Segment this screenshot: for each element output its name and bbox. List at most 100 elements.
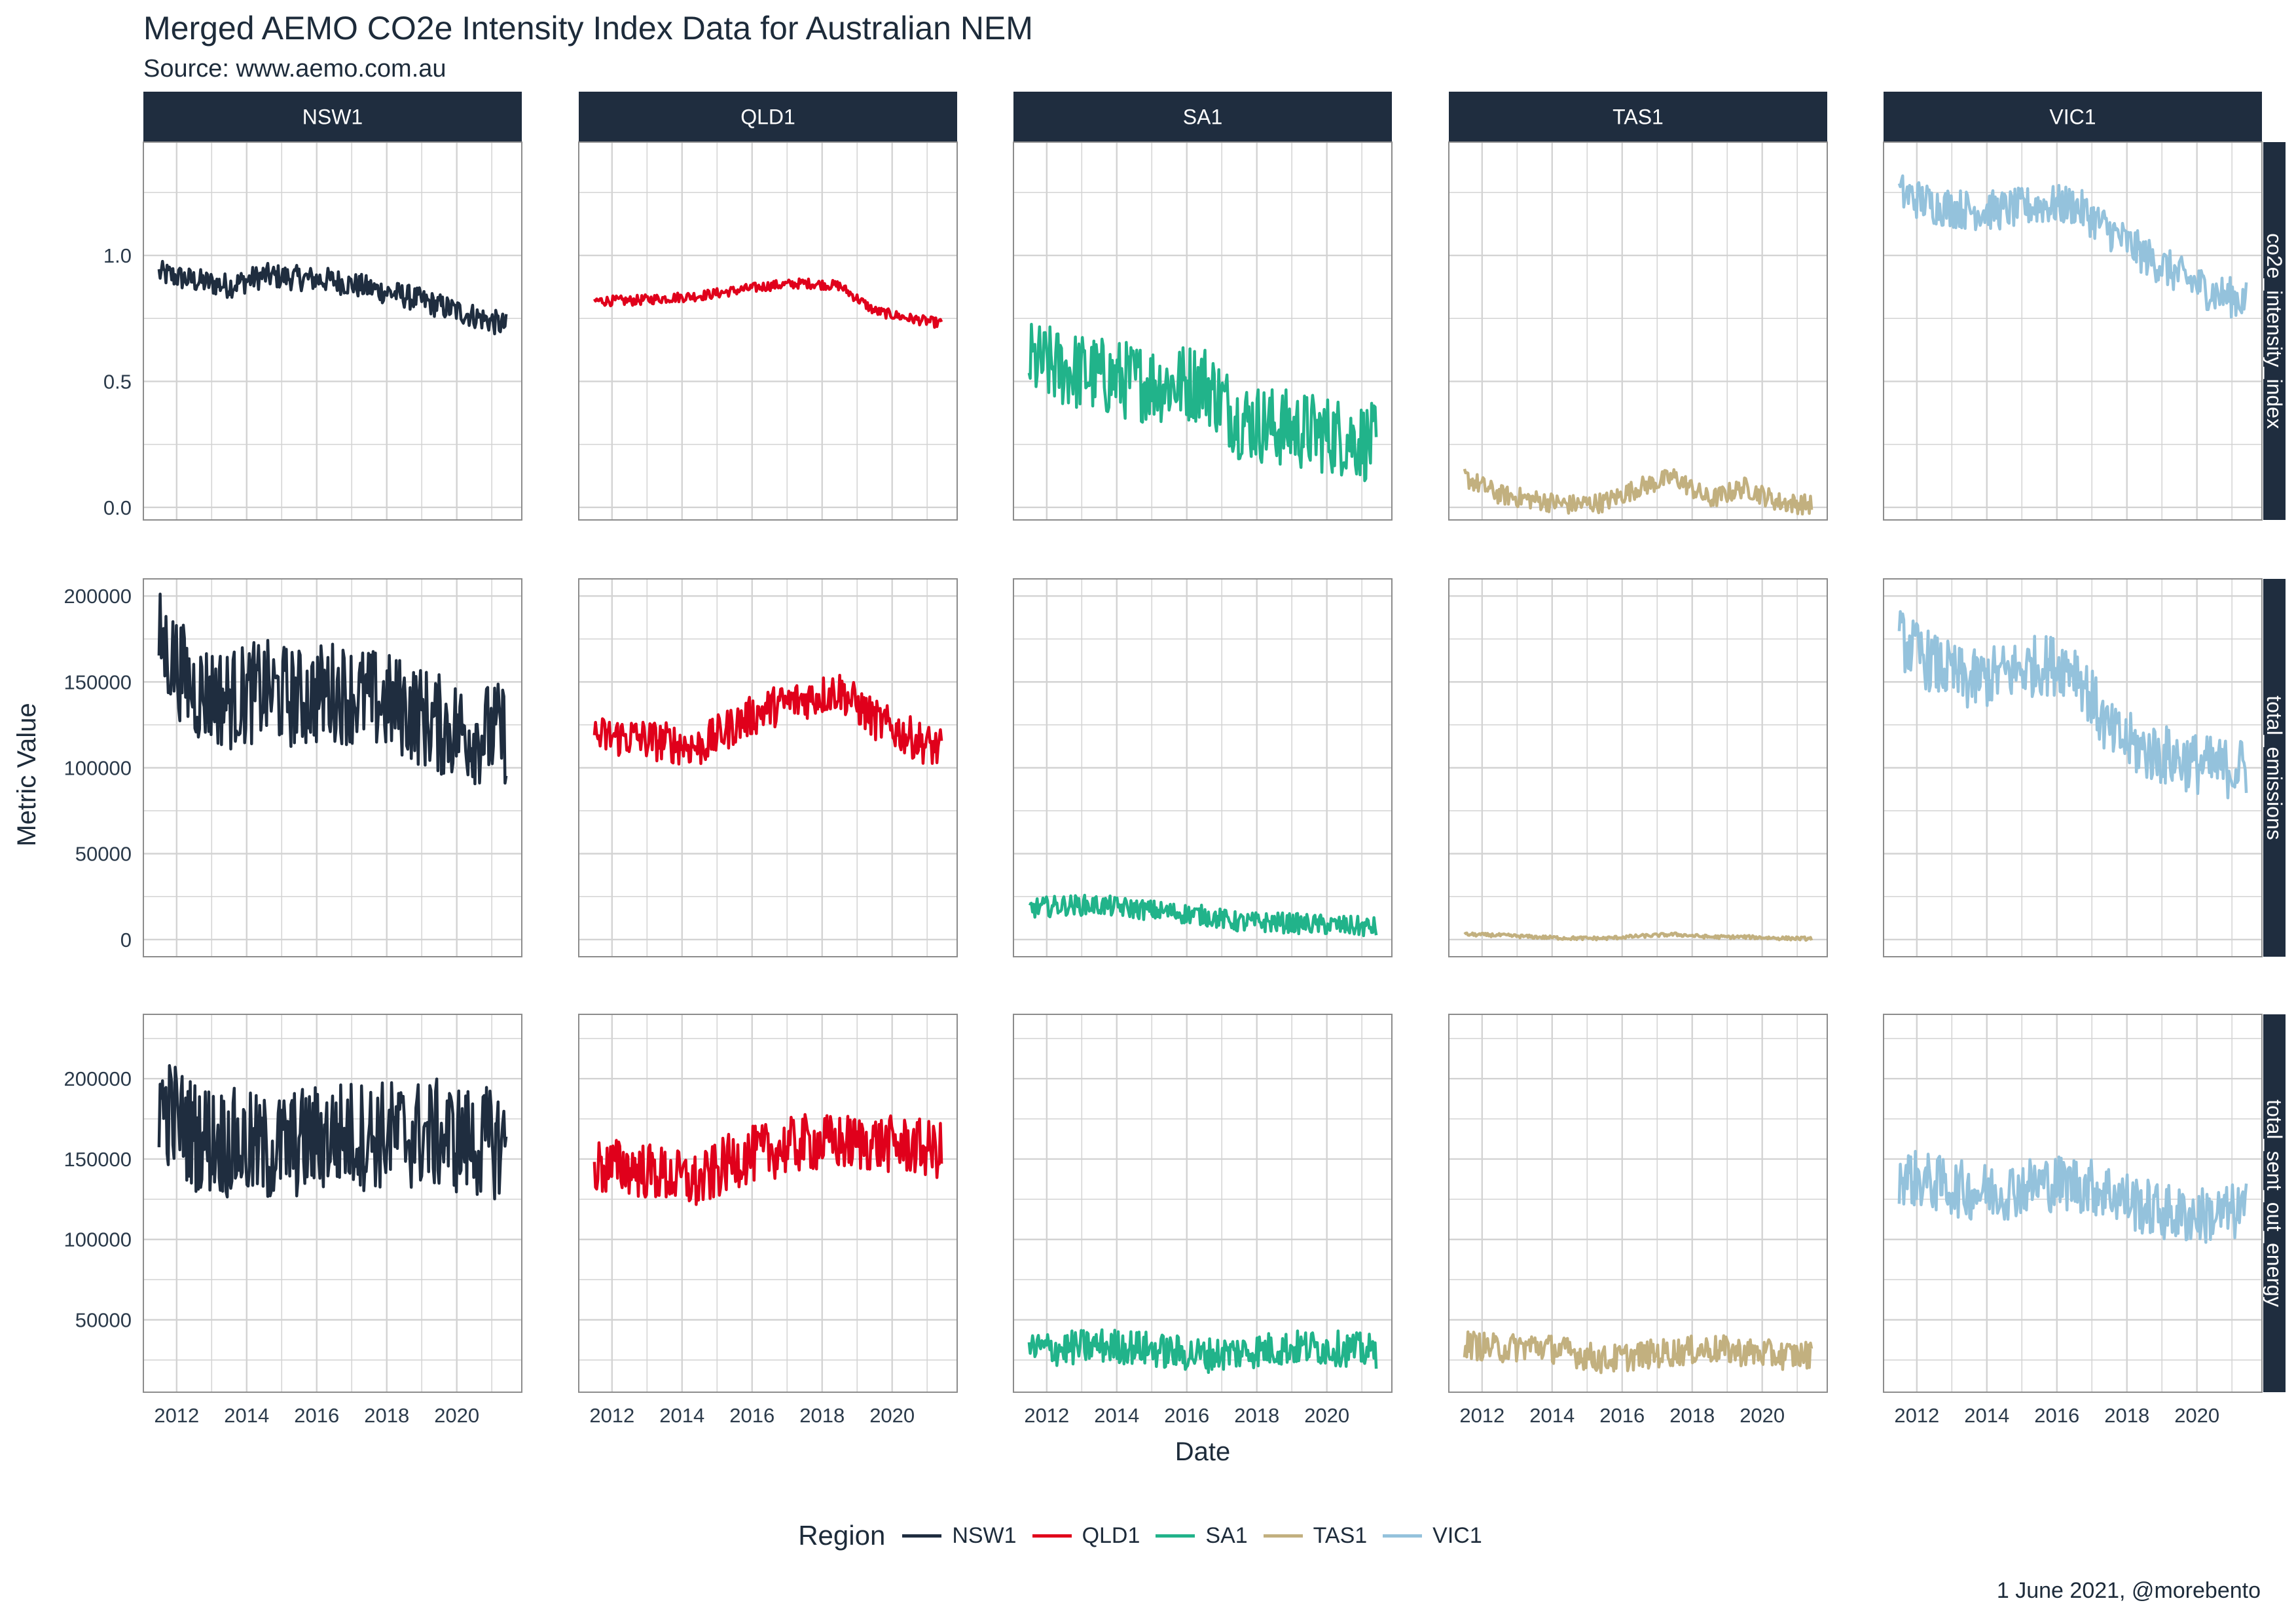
panel-border: [578, 1014, 958, 1393]
x-tick-label: 2020: [869, 1404, 915, 1427]
legend-label-sa1: SA1: [1205, 1522, 1248, 1548]
x-tick-label: 2018: [1669, 1404, 1715, 1427]
panel-border: [1883, 1014, 2263, 1393]
panel-border: [1013, 578, 1393, 957]
x-tick-label: 2018: [799, 1404, 845, 1427]
y-tick-label: 200000: [64, 1067, 132, 1090]
y-tick-label: 150000: [64, 1148, 132, 1171]
y-tick-label: 0.5: [103, 370, 132, 393]
y-tick-label: 0: [120, 929, 132, 951]
x-tick-label: 2016: [294, 1404, 339, 1427]
legend-key-nsw1: [902, 1534, 942, 1538]
legend-key-vic1: [1383, 1534, 1423, 1538]
column-strip-sa1: [1013, 92, 1392, 142]
row-strip-label-2: total_sent_out_energy: [2263, 1099, 2286, 1307]
x-tick-label: 2014: [1094, 1404, 1139, 1427]
x-tick-label: 2016: [729, 1404, 774, 1427]
series-line-qld1-total_sent_out_energy: [592, 1113, 943, 1206]
column-strip-label-qld1: QLD1: [740, 105, 795, 129]
panel-border: [1883, 578, 2263, 957]
series-line-nsw1-total_emissions: [157, 593, 508, 786]
legend-item-sa1: SA1: [1156, 1522, 1248, 1549]
chart-title: Merged AEMO CO2e Intensity Index Data fo…: [143, 10, 1033, 46]
legend-label-qld1: QLD1: [1082, 1522, 1140, 1548]
x-tick-label: 2020: [434, 1404, 479, 1427]
column-strip-label-sa1: SA1: [1183, 105, 1222, 129]
series-line-vic1-total_emissions: [1897, 610, 2248, 800]
y-tick-label: 50000: [75, 843, 132, 866]
panel-border: [143, 1014, 522, 1393]
legend-label-tas1: TAS1: [1313, 1522, 1368, 1548]
legend-title: Region: [798, 1520, 886, 1551]
panel-border: [1448, 1014, 1828, 1393]
panel-border: [143, 141, 522, 521]
x-tick-label: 2018: [2104, 1404, 2149, 1427]
panel-border: [1013, 1014, 1393, 1393]
x-tick-label: 2012: [154, 1404, 199, 1427]
series-line-sa1-total_emissions: [1028, 893, 1378, 938]
series-line-nsw1-total_sent_out_energy: [157, 1064, 508, 1201]
series-line-nsw1-co2e_intensity_index: [157, 259, 508, 336]
x-tick-label: 2018: [364, 1404, 409, 1427]
y-tick-label: 1.0: [103, 244, 132, 267]
row-strip-2: [2263, 1014, 2286, 1392]
legend-item-vic1: VIC1: [1383, 1523, 1482, 1549]
column-strip-tas1: [1449, 92, 1827, 142]
legend-label-nsw1: NSW1: [952, 1522, 1017, 1548]
legend-item-nsw1: NSW1: [902, 1522, 1017, 1549]
series-line-tas1-total_sent_out_energy: [1463, 1330, 1813, 1375]
panel-border: [1448, 578, 1828, 957]
x-tick-label: 2020: [1740, 1404, 1785, 1427]
x-tick-label: 2020: [2174, 1404, 2219, 1427]
panel-border: [1448, 141, 1828, 521]
y-tick-label: 0.0: [103, 496, 132, 519]
column-strip-qld1: [579, 92, 957, 142]
x-tick-label: 2016: [1164, 1404, 1209, 1427]
series-line-tas1-co2e_intensity_index: [1463, 468, 1813, 516]
panel-border: [1883, 141, 2263, 521]
panel-border: [578, 578, 958, 957]
x-tick-label: 2016: [1599, 1404, 1645, 1427]
y-axis-title: Metric Value: [12, 703, 41, 846]
x-tick-label: 2014: [1964, 1404, 2009, 1427]
row-strip-0: [2263, 142, 2286, 520]
series-line-vic1-total_sent_out_energy: [1897, 1149, 2248, 1244]
legend-label-vic1: VIC1: [1432, 1522, 1482, 1548]
caption: 1 June 2021, @morebento: [1996, 1578, 2261, 1603]
series-line-qld1-co2e_intensity_index: [592, 277, 943, 329]
x-tick-label: 2012: [1894, 1404, 1939, 1427]
x-tick-label: 2016: [2034, 1404, 2079, 1427]
legend-key-sa1: [1156, 1534, 1195, 1538]
column-strip-label-vic1: VIC1: [2049, 105, 2096, 129]
x-tick-label: 2020: [1304, 1404, 1349, 1427]
x-tick-label: 2012: [1459, 1404, 1504, 1427]
x-axis-title: Date: [1175, 1437, 1231, 1466]
y-tick-label: 100000: [64, 757, 132, 780]
y-tick-label: 50000: [75, 1309, 132, 1332]
panel-border: [578, 141, 958, 521]
series-line-vic1-co2e_intensity_index: [1897, 174, 2248, 319]
column-strip-label-nsw1: NSW1: [302, 105, 363, 129]
row-strip-1: [2263, 579, 2286, 957]
panel-border: [143, 578, 522, 957]
y-tick-label: 100000: [64, 1228, 132, 1251]
legend-key-tas1: [1263, 1534, 1303, 1538]
y-tick-label: 150000: [64, 671, 132, 693]
panel-border: [1013, 141, 1393, 521]
row-strip-label-1: total_emissions: [2263, 695, 2286, 840]
y-tick-label: 200000: [64, 585, 132, 608]
legend-item-qld1: QLD1: [1032, 1523, 1140, 1549]
chart-subtitle: Source: www.aemo.com.au: [143, 55, 446, 83]
series-line-sa1-total_sent_out_energy: [1027, 1328, 1378, 1375]
x-tick-label: 2014: [1529, 1404, 1575, 1427]
legend: Region NSW1 QLD1 SA1 TAS1 VIC1: [0, 1514, 2296, 1557]
legend-item-tas1: TAS1: [1263, 1522, 1368, 1549]
column-strip-vic1: [1884, 92, 2262, 142]
x-tick-label: 2014: [224, 1404, 269, 1427]
series-line-qld1-total_emissions: [592, 673, 943, 766]
series-line-sa1-co2e_intensity_index: [1027, 322, 1378, 483]
legend-key-qld1: [1032, 1534, 1072, 1538]
column-strip-label-tas1: TAS1: [1613, 105, 1664, 129]
